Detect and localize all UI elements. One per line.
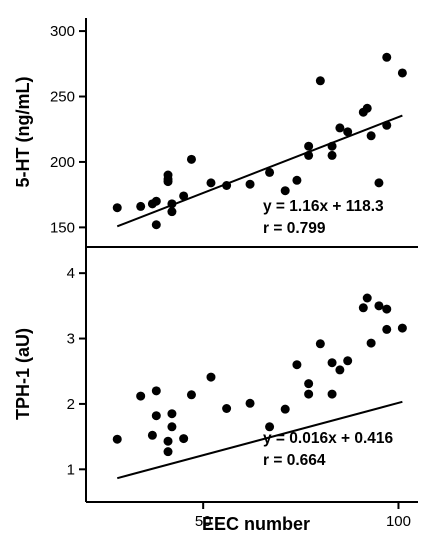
bottom-data-point-30: [397, 323, 407, 333]
top-data-point-23: [335, 123, 345, 133]
bottom-regression-line: [116, 400, 403, 480]
top-data-point-16: [280, 186, 290, 196]
top-y-ticks: 150 200 250 300: [50, 23, 86, 236]
top-data-point-30: [382, 52, 392, 62]
bottom-data-point-26: [366, 338, 376, 348]
top-data-point-8: [167, 207, 177, 217]
top-r-annotation: r = 0.799: [263, 220, 326, 237]
top-data-point-14: [245, 179, 255, 189]
top-data-point-7: [163, 170, 173, 180]
bottom-y-tick-label-4: 4: [67, 265, 75, 282]
bottom-equation-annotation: y = 0.016x + 0.416: [263, 430, 394, 447]
bottom-data-point-22: [335, 365, 345, 375]
x-tick-label-50: 50: [195, 513, 212, 530]
bottom-data-point-1: [136, 391, 146, 401]
bottom-data-point-28: [382, 304, 392, 314]
bottom-data-point-13: [245, 398, 255, 408]
top-scatter-panel: 150 200 250 300 5-HT (ng/mL) y = 1.16x + 11…: [13, 18, 418, 248]
top-data-point-31: [397, 68, 407, 78]
bottom-data-point-6: [163, 447, 173, 457]
x-axis-label: EEC number: [202, 514, 310, 534]
top-data-point-21: [327, 150, 337, 160]
top-data-point-20: [315, 76, 325, 86]
bottom-y-tick-label-2: 2: [67, 396, 75, 413]
bottom-data-point-7: [167, 422, 177, 432]
bottom-data-point-4: [151, 386, 161, 396]
bottom-y-tick-label-3: 3: [67, 331, 75, 348]
top-data-point-19: [304, 141, 314, 151]
top-data-point-1: [136, 201, 146, 211]
top-data-point-11: [186, 154, 196, 164]
top-data-point-12: [206, 178, 216, 188]
bottom-data-point-20: [327, 389, 337, 399]
top-data-point-28: [374, 178, 384, 188]
bottom-data-point-25: [362, 293, 372, 303]
bottom-data-point-15: [280, 404, 290, 414]
bottom-data-point-17: [304, 389, 314, 399]
top-points: [112, 52, 407, 230]
bottom-data-point-27: [374, 301, 384, 311]
bottom-y-axis-label: TPH-1 (aU): [13, 328, 33, 420]
bottom-data-point-3: [151, 411, 161, 421]
top-y-axis-label: 5-HT (ng/mL): [13, 77, 33, 188]
top-y-tick-label-250: 250: [50, 89, 75, 106]
top-data-point-0: [112, 203, 122, 213]
top-data-point-4: [151, 196, 161, 206]
bottom-data-point-29: [382, 324, 392, 334]
top-y-tick-label-200: 200: [50, 154, 75, 171]
bottom-r-annotation: r = 0.664: [263, 452, 326, 469]
top-data-point-10: [179, 191, 189, 201]
bottom-data-point-19: [315, 339, 325, 349]
bottom-y-tick-label-1: 1: [67, 461, 75, 478]
top-y-tick-label-300: 300: [50, 23, 75, 40]
bottom-data-point-11: [206, 372, 216, 382]
bottom-data-point-5: [163, 436, 173, 446]
top-data-point-15: [265, 167, 275, 177]
bottom-data-point-2: [147, 430, 157, 440]
bottom-data-point-24: [358, 303, 368, 313]
top-data-point-26: [362, 103, 372, 113]
top-equation-annotation: y = 1.16x + 118.3: [263, 198, 384, 215]
bottom-data-point-21: [327, 358, 337, 368]
bottom-data-point-18: [304, 379, 314, 389]
bottom-data-point-8: [167, 409, 177, 419]
top-data-point-27: [366, 131, 376, 141]
bottom-points: [112, 293, 407, 457]
bottom-data-point-0: [112, 434, 122, 444]
bottom-x-ticks: 50 100: [195, 502, 411, 530]
top-data-point-24: [343, 127, 353, 137]
top-data-point-17: [292, 175, 302, 185]
bottom-data-point-12: [222, 404, 232, 413]
x-tick-label-100: 100: [386, 513, 411, 530]
bottom-data-point-23: [343, 356, 353, 366]
bottom-data-point-14: [265, 422, 275, 432]
top-data-point-3: [151, 220, 161, 230]
bottom-y-ticks: 1 2 3 4: [67, 265, 86, 478]
bottom-data-point-10: [186, 390, 196, 400]
bottom-data-point-9: [179, 434, 189, 444]
bottom-scatter-panel: 1 2 3 4 50 100 TPH-1 (aU) EEC number y = 0.0…: [13, 247, 418, 534]
top-y-tick-label-150: 150: [50, 219, 75, 236]
bottom-data-point-16: [292, 360, 302, 370]
top-regression-line: [116, 114, 403, 228]
